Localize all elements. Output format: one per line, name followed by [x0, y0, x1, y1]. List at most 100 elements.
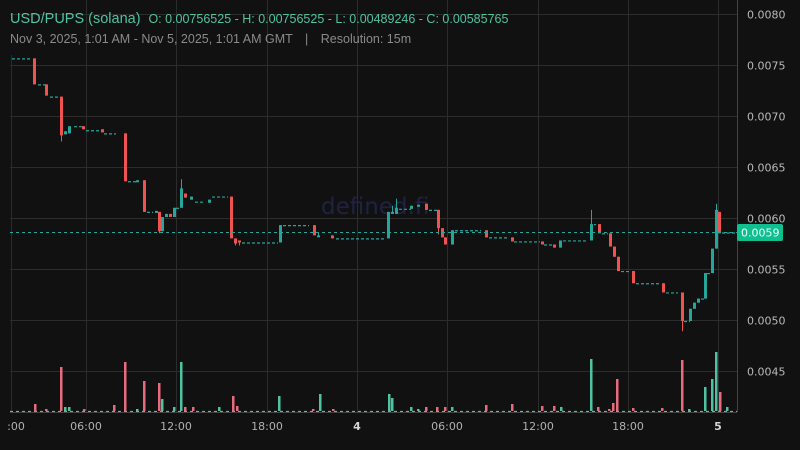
candle-down: [617, 256, 620, 272]
grid-lines: [10, 0, 737, 412]
candle-up: [697, 298, 700, 303]
chart-header: USD/PUPS (solana) O: 0.00756525 - H: 0.0…: [10, 10, 508, 46]
candle-up: [715, 209, 718, 249]
candle-down: [485, 230, 488, 238]
volume-bar: [541, 406, 544, 411]
volume-bar: [83, 409, 86, 411]
volume-bar: [451, 407, 454, 411]
candle-up: [180, 188, 183, 208]
volume-bar: [143, 381, 146, 411]
candle-down: [313, 225, 316, 236]
candle-up: [711, 248, 714, 274]
volume-bar: [485, 405, 488, 411]
candle-down: [169, 213, 172, 217]
volume-bar: [632, 408, 635, 411]
volume-bar: [560, 407, 563, 411]
volume-bar: [681, 360, 684, 411]
volume-bar: [608, 409, 611, 411]
candle-up: [395, 207, 398, 214]
candle-down: [33, 58, 36, 85]
volume-bar: [612, 403, 615, 411]
candle-down: [234, 238, 237, 244]
volume-bar: [616, 379, 619, 411]
candle-down: [82, 126, 85, 130]
candle-up: [590, 224, 593, 241]
candle-up: [410, 205, 413, 209]
volume-bar: [410, 407, 413, 411]
volume-bar: [711, 379, 714, 411]
title-row: USD/PUPS (solana) O: 0.00756525 - H: 0.0…: [10, 10, 508, 27]
candle-up: [161, 216, 164, 232]
time-tick-label: 06:00: [431, 420, 463, 433]
price-tick-label: 0.0045: [747, 366, 786, 379]
candle-up: [279, 225, 282, 243]
candle-down: [681, 292, 684, 322]
resolution-label: Resolution: 15m: [320, 32, 412, 46]
candle-down: [230, 196, 233, 239]
price-tick-label: 0.0050: [747, 315, 786, 328]
candle-up: [451, 230, 454, 245]
volume-bar: [704, 387, 707, 411]
candle-down: [101, 129, 104, 133]
svg-text:0.0059: 0.0059: [741, 227, 780, 240]
time-tick-label: 4: [353, 420, 361, 433]
candle-down: [609, 233, 612, 247]
candle-down: [613, 246, 616, 257]
time-tick-label: 18:00: [251, 420, 283, 433]
volume-bar: [124, 362, 127, 411]
candle-up: [693, 302, 696, 309]
price-tick-label: 0.0080: [747, 9, 786, 22]
watermark: defined.fi: [321, 194, 429, 220]
volume-bar: [180, 362, 183, 411]
volume-bar: [391, 398, 394, 411]
candle-up: [136, 180, 139, 183]
time-tick-label: 12:00: [160, 420, 192, 433]
volume-bar: [60, 367, 63, 411]
price-tick-label: 0.0070: [747, 111, 786, 124]
candle-up: [165, 213, 168, 217]
volume-bar: [553, 406, 556, 411]
separator: |: [305, 32, 309, 46]
candle-down: [425, 203, 428, 210]
candle-up: [689, 308, 692, 322]
time-axis[interactable]: :00 06:00 12:00 18:00 4 06:00 12:00 18:00 5: [7, 420, 722, 433]
candle-down: [444, 237, 447, 245]
candle-down: [718, 211, 721, 234]
candle-down: [662, 283, 665, 293]
volume-bar: [236, 406, 239, 411]
volume-bar: [113, 405, 116, 411]
volume-bar: [173, 407, 176, 411]
volume-bar: [68, 407, 71, 411]
candle-up: [417, 204, 420, 207]
symbol-title: USD/PUPS (solana): [10, 11, 141, 27]
price-tick-label: 0.0060: [747, 213, 786, 226]
candle-up: [68, 126, 71, 134]
price-tick-label: 0.0055: [747, 264, 786, 277]
volume-bar: [726, 407, 729, 411]
candle-down: [632, 271, 635, 284]
candle-down: [598, 224, 601, 234]
volume-bar: [218, 407, 221, 411]
time-tick-label: 18:00: [612, 420, 644, 433]
candle-down: [45, 84, 48, 96]
candle-down: [553, 244, 556, 248]
volume-bar: [161, 399, 164, 411]
volume-bar: [232, 396, 235, 411]
candle-up: [64, 131, 67, 135]
volume-bar: [278, 396, 281, 411]
volume-bar: [312, 409, 315, 411]
volume-bar: [319, 394, 322, 411]
candle-up: [704, 273, 707, 299]
volume-bar: [34, 404, 37, 411]
price-tick-label: 0.0065: [747, 162, 786, 175]
volume-bars: [10, 352, 737, 413]
price-axis[interactable]: 0.0080 0.0075 0.0070 0.0065 0.0060 0.0055 0.00…: [747, 9, 786, 379]
volume-bar: [45, 409, 48, 411]
volume-bar: [388, 394, 391, 411]
volume-bar: [719, 392, 722, 411]
candle-down: [541, 241, 544, 245]
candle-up: [155, 210, 158, 213]
volume-bar: [715, 352, 718, 411]
time-tick-label: :00: [7, 420, 25, 433]
